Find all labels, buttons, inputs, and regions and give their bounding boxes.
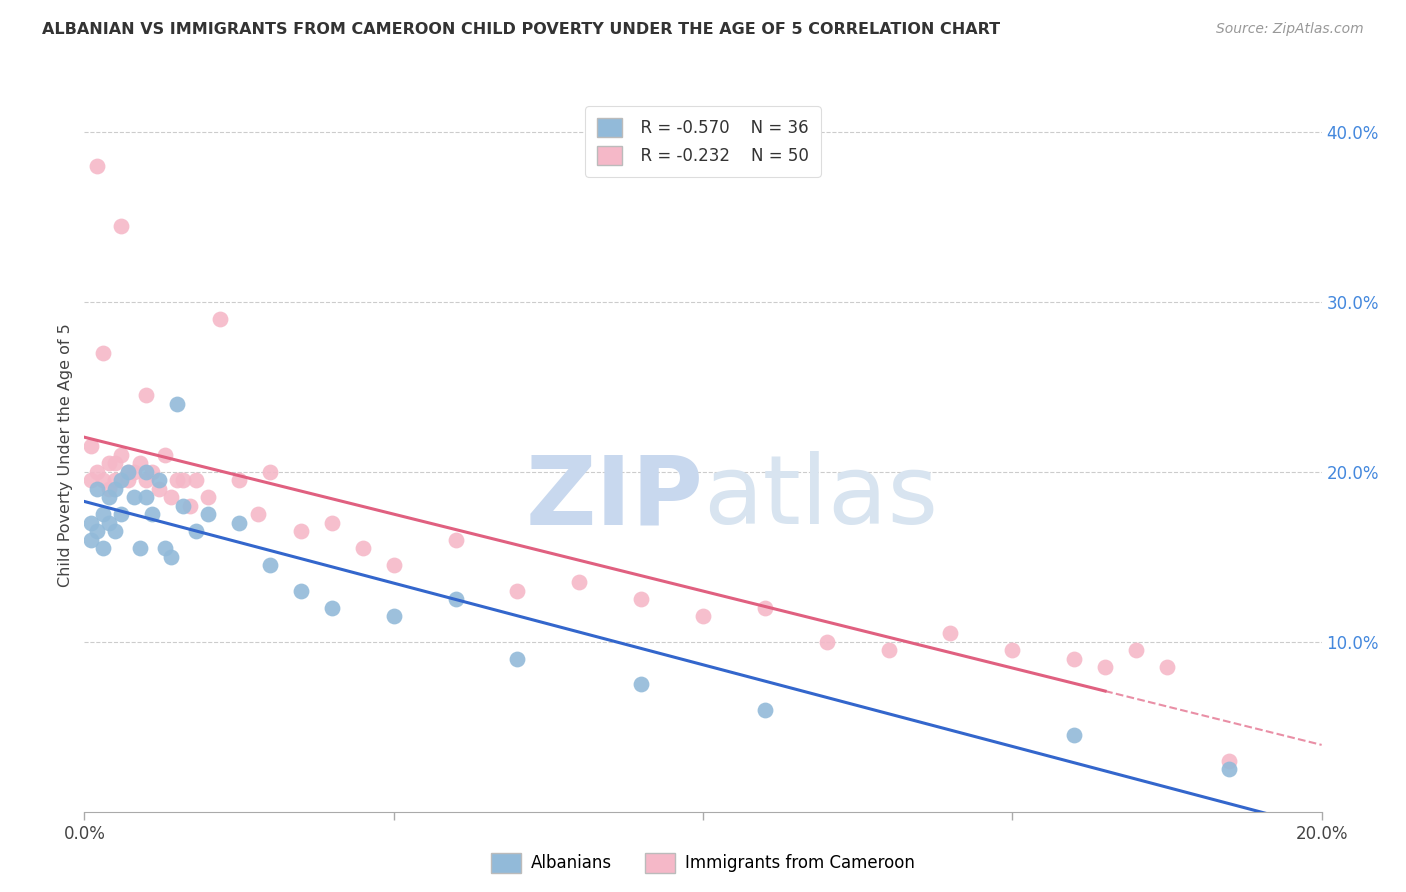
Point xyxy=(129,457,152,471)
Point xyxy=(506,652,529,666)
Point xyxy=(444,533,467,547)
Point xyxy=(91,346,114,360)
Point xyxy=(148,474,170,488)
Point xyxy=(197,491,219,505)
Point xyxy=(117,465,139,479)
Point xyxy=(1001,643,1024,657)
Point xyxy=(166,397,188,411)
Point xyxy=(153,448,176,462)
Point xyxy=(86,159,108,173)
Point xyxy=(104,474,127,488)
Point xyxy=(141,465,163,479)
Point xyxy=(1063,652,1085,666)
Point xyxy=(135,388,157,402)
Point xyxy=(153,541,176,556)
Point xyxy=(79,516,101,530)
Point xyxy=(122,465,145,479)
Point xyxy=(692,609,714,624)
Point xyxy=(86,524,108,539)
Point xyxy=(141,508,163,522)
Point xyxy=(209,312,232,326)
Point xyxy=(321,516,343,530)
Point xyxy=(506,583,529,598)
Point xyxy=(110,508,132,522)
Point xyxy=(110,219,132,233)
Point xyxy=(184,474,207,488)
Point xyxy=(259,558,281,573)
Point xyxy=(1156,660,1178,674)
Legend:   R = -0.570    N = 36,   R = -0.232    N = 50: R = -0.570 N = 36, R = -0.232 N = 50 xyxy=(585,106,821,177)
Point xyxy=(184,524,207,539)
Point xyxy=(630,677,652,691)
Point xyxy=(179,499,201,513)
Point xyxy=(382,558,405,573)
Point xyxy=(259,465,281,479)
Point xyxy=(166,474,188,488)
Point xyxy=(160,491,183,505)
Point xyxy=(104,482,127,496)
Point xyxy=(228,474,250,488)
Legend: Albanians, Immigrants from Cameroon: Albanians, Immigrants from Cameroon xyxy=(484,847,922,880)
Point xyxy=(86,465,108,479)
Point xyxy=(1094,660,1116,674)
Point xyxy=(444,592,467,607)
Point xyxy=(91,541,114,556)
Point xyxy=(1218,754,1240,768)
Point xyxy=(939,626,962,640)
Point xyxy=(246,508,269,522)
Point xyxy=(382,609,405,624)
Point xyxy=(228,516,250,530)
Point xyxy=(91,508,114,522)
Point xyxy=(79,439,101,453)
Point xyxy=(135,491,157,505)
Point xyxy=(290,524,312,539)
Point xyxy=(98,491,121,505)
Point xyxy=(321,600,343,615)
Point xyxy=(1063,728,1085,742)
Point xyxy=(104,524,127,539)
Point xyxy=(754,703,776,717)
Point xyxy=(86,482,108,496)
Point xyxy=(98,516,121,530)
Text: atlas: atlas xyxy=(703,451,938,544)
Point xyxy=(117,465,139,479)
Point xyxy=(110,448,132,462)
Point xyxy=(98,482,121,496)
Point xyxy=(1218,762,1240,776)
Point xyxy=(79,533,101,547)
Point xyxy=(122,491,145,505)
Point xyxy=(352,541,374,556)
Point xyxy=(877,643,900,657)
Point xyxy=(91,474,114,488)
Point xyxy=(148,482,170,496)
Point xyxy=(630,592,652,607)
Point xyxy=(172,499,194,513)
Point xyxy=(135,465,157,479)
Text: ZIP: ZIP xyxy=(524,451,703,544)
Point xyxy=(117,474,139,488)
Point xyxy=(172,474,194,488)
Point xyxy=(98,457,121,471)
Point xyxy=(568,575,591,590)
Y-axis label: Child Poverty Under the Age of 5: Child Poverty Under the Age of 5 xyxy=(58,323,73,587)
Point xyxy=(79,474,101,488)
Point xyxy=(160,549,183,564)
Point xyxy=(110,474,132,488)
Point xyxy=(104,457,127,471)
Point xyxy=(197,508,219,522)
Point xyxy=(1125,643,1147,657)
Text: ALBANIAN VS IMMIGRANTS FROM CAMEROON CHILD POVERTY UNDER THE AGE OF 5 CORRELATIO: ALBANIAN VS IMMIGRANTS FROM CAMEROON CHI… xyxy=(42,22,1000,37)
Point xyxy=(754,600,776,615)
Point xyxy=(135,474,157,488)
Point xyxy=(129,541,152,556)
Point xyxy=(290,583,312,598)
Point xyxy=(815,635,838,649)
Text: Source: ZipAtlas.com: Source: ZipAtlas.com xyxy=(1216,22,1364,37)
